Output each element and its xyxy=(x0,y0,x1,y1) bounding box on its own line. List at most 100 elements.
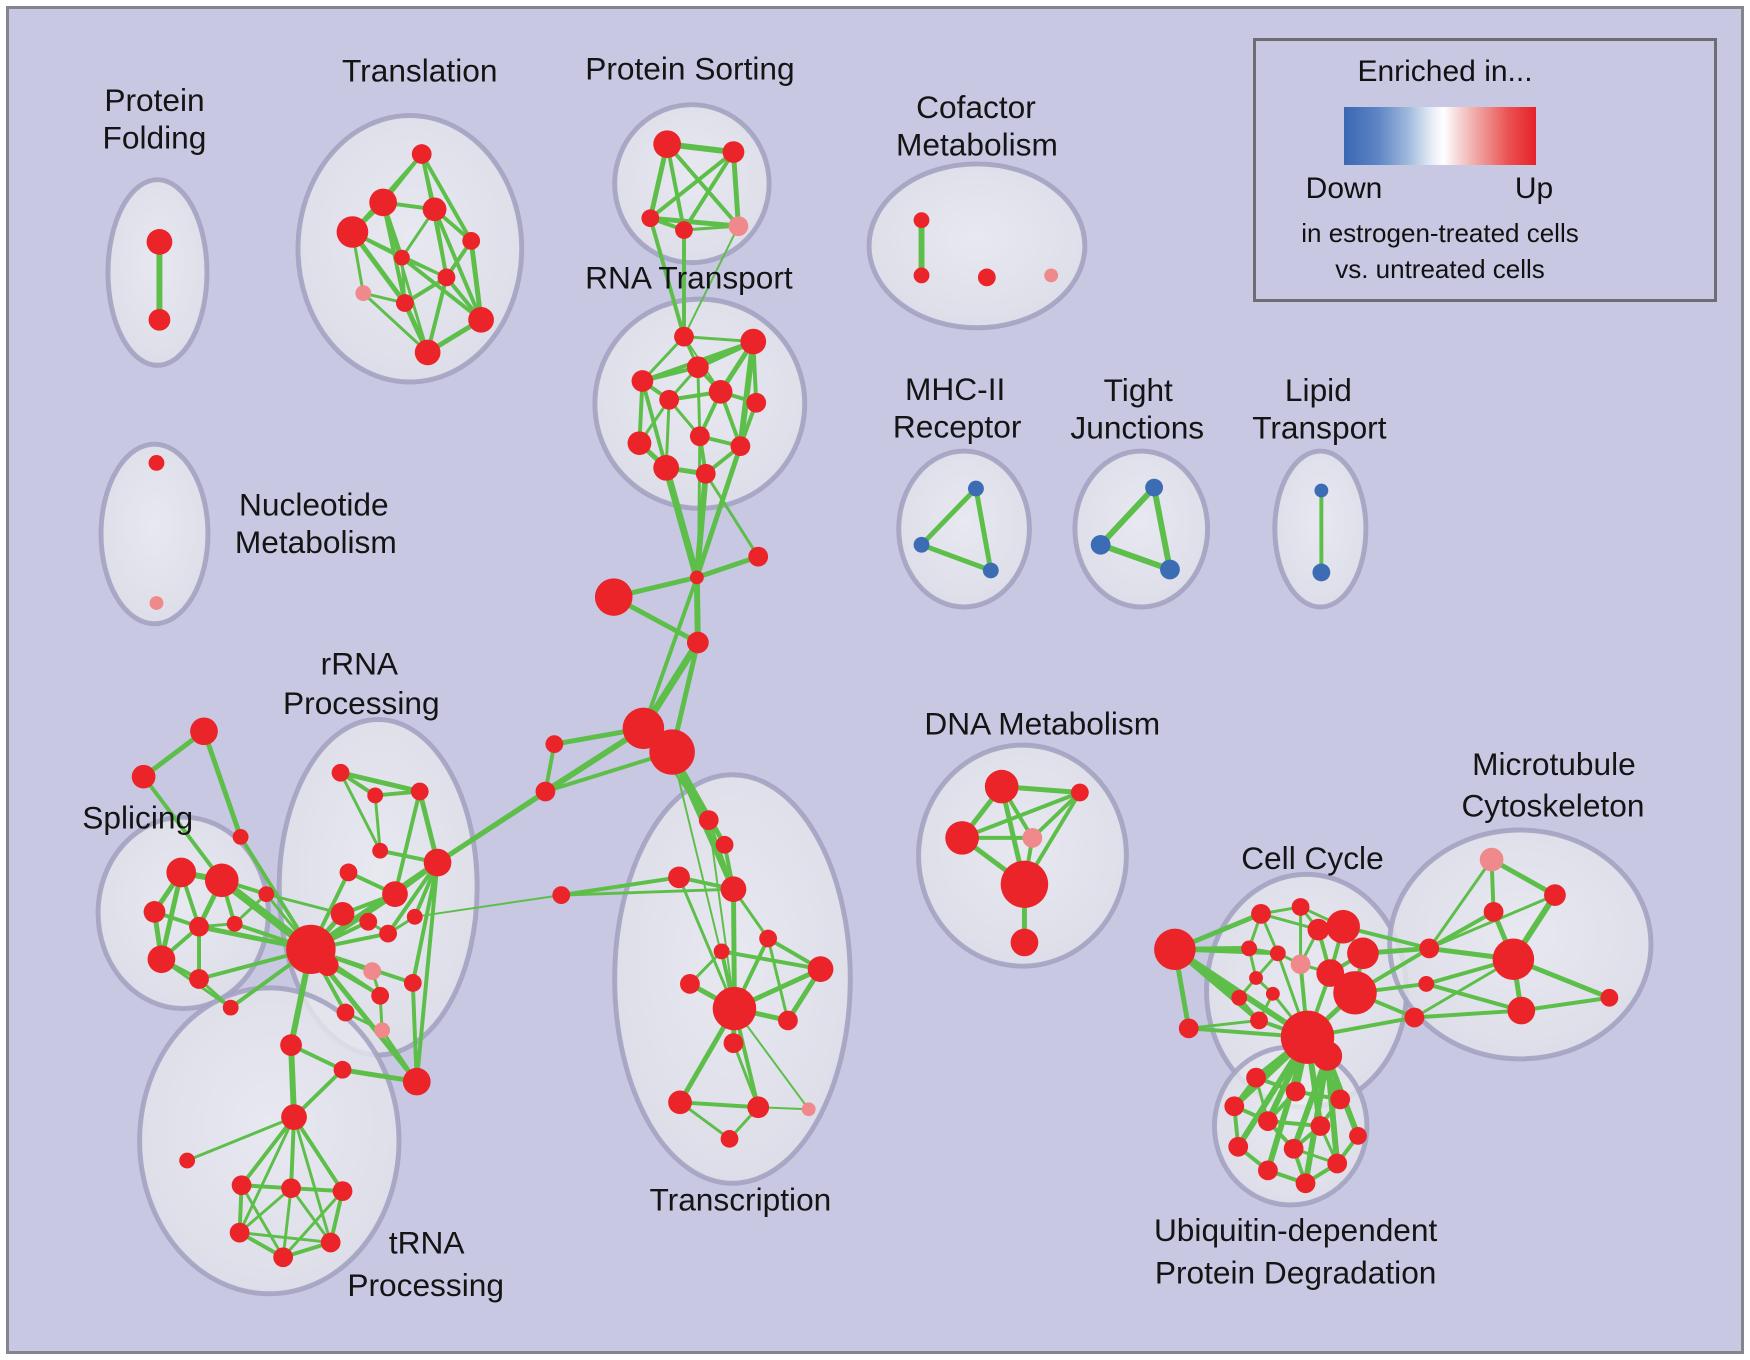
network-node-cc9 xyxy=(1347,937,1379,970)
network-node-cf4 xyxy=(1044,268,1059,283)
network-edge xyxy=(973,486,994,573)
network-node-sp8 xyxy=(222,999,239,1016)
network-node-tr11 xyxy=(668,1090,692,1115)
network-edge xyxy=(239,1115,297,1188)
cluster-label-cell-cycle: Cell Cycle xyxy=(1241,840,1383,876)
cluster-label-nucleotide-metabolism: Metabolism xyxy=(235,524,397,560)
network-node-cchub2 xyxy=(1312,1041,1343,1071)
network-node-h2 xyxy=(649,729,695,775)
network-edge xyxy=(1519,995,1612,1013)
network-node-rt11 xyxy=(653,455,680,481)
network-node-rt4 xyxy=(631,370,654,392)
network-edge xyxy=(1427,858,1494,950)
network-node-L1 xyxy=(545,735,564,754)
network-edge xyxy=(425,275,449,355)
network-node-cn1 xyxy=(1419,938,1440,959)
network-node-tr2 xyxy=(698,810,719,830)
cluster-label-mhc-ii-receptor: Receptor xyxy=(893,409,1021,445)
cluster-ellipse-tight-junctions xyxy=(1072,448,1211,610)
network-node-rr13 xyxy=(371,986,390,1005)
figure-frame: Protein Folding Translation Protein Sorting… xyxy=(6,6,1744,1354)
network-node-u3 xyxy=(1330,1089,1351,1110)
network-node-t9 xyxy=(395,294,414,312)
network-node-n1 xyxy=(148,455,165,471)
network-node-ps1 xyxy=(653,130,682,159)
network-node-tr13 xyxy=(801,1102,816,1117)
network-node-rr8 xyxy=(359,912,378,931)
network-node-rt2 xyxy=(740,328,767,355)
network-node-rr9 xyxy=(379,924,397,943)
network-node-tn5 xyxy=(281,1178,301,1199)
network-node-d2 xyxy=(1070,783,1089,802)
legend-title: Enriched in... xyxy=(1357,55,1533,88)
legend-caption-line1: in estrogen-treated cells xyxy=(1301,218,1579,248)
network-node-u11 xyxy=(1258,1160,1278,1181)
network-edge xyxy=(1489,857,1558,898)
network-node-rt12 xyxy=(695,463,716,484)
network-edge xyxy=(648,216,686,339)
cluster-label-splicing: Splicing xyxy=(82,800,193,836)
network-edge xyxy=(766,937,790,1022)
network-node-rr16 xyxy=(402,1067,431,1096)
cluster-label-rrna-processing: rRNA xyxy=(321,646,399,682)
cluster-label-protein-sorting: Protein Sorting xyxy=(585,51,794,87)
network-node-L2 xyxy=(535,781,556,802)
network-node-u9 xyxy=(1283,1138,1304,1159)
network-node-mtb xyxy=(1492,938,1535,980)
network-node-rr2 xyxy=(367,787,384,804)
network-node-t5 xyxy=(462,232,481,250)
network-node-u6 xyxy=(1310,1116,1331,1136)
network-node-rt1 xyxy=(674,326,694,347)
network-node-tr3 xyxy=(715,835,734,854)
cluster-label-translation: Translation xyxy=(342,53,497,89)
cluster-label-trna-processing: tRNA xyxy=(389,1225,466,1261)
cluster-label-microtubule-cytoskeleton: Microtubule xyxy=(1472,746,1636,782)
network-node-d3 xyxy=(945,821,979,855)
network-node-mt4 xyxy=(1600,988,1619,1007)
network-nodes xyxy=(131,130,1619,1268)
network-edge xyxy=(185,1115,296,1163)
network-edge xyxy=(665,142,686,233)
network-edge xyxy=(693,574,701,646)
network-node-ps5 xyxy=(728,216,749,236)
network-node-u5 xyxy=(1258,1111,1278,1131)
network-node-tn4 xyxy=(231,1175,252,1196)
network-node-pf2 xyxy=(148,308,171,331)
network-node-rr14 xyxy=(336,1003,355,1022)
network-edge xyxy=(737,338,757,450)
network-node-rr10 xyxy=(406,908,423,925)
network-node-rt5 xyxy=(708,380,733,404)
network-node-t3 xyxy=(422,197,447,222)
network-node-t2 xyxy=(369,188,397,217)
network-node-rt10 xyxy=(627,431,652,456)
network-node-t8 xyxy=(355,285,372,302)
network-node-cc7 xyxy=(1290,954,1311,975)
network-node-cc12 xyxy=(1265,986,1280,1001)
legend-down-label: Down xyxy=(1305,172,1383,205)
network-node-mtp xyxy=(1479,847,1504,872)
network-edge xyxy=(338,770,423,794)
network-node-tj3 xyxy=(1160,559,1180,580)
network-node-rr15 xyxy=(374,1022,391,1039)
cluster-label-tight-junctions: Junctions xyxy=(1070,410,1204,446)
network-node-trc xyxy=(232,829,249,845)
legend-caption-line2: vs. untreated cells xyxy=(1335,254,1545,284)
network-node-t11 xyxy=(414,339,441,366)
network-node-cc5 xyxy=(1241,940,1258,957)
legend-box: Enriched in... Down Up in estrogen-treat… xyxy=(1253,38,1717,302)
network-node-mt1 xyxy=(1544,884,1566,906)
network-node-rr1 xyxy=(331,763,350,782)
network-node-L3 xyxy=(552,886,571,904)
network-edge xyxy=(419,152,474,243)
cluster-label-tight-junctions: Tight xyxy=(1104,372,1173,408)
network-node-ccL xyxy=(1154,928,1196,971)
cluster-label-ubiquitin-degradation: Protein Degradation xyxy=(1155,1254,1437,1290)
network-edge xyxy=(694,443,743,580)
network-node-tr8 xyxy=(680,974,700,994)
network-node-tr14 xyxy=(720,1129,739,1148)
cluster-label-nucleotide-metabolism: Nucleotide xyxy=(239,487,389,523)
network-node-c2 xyxy=(594,578,633,616)
network-node-tr6 xyxy=(759,929,778,948)
network-node-rt6 xyxy=(659,389,680,410)
